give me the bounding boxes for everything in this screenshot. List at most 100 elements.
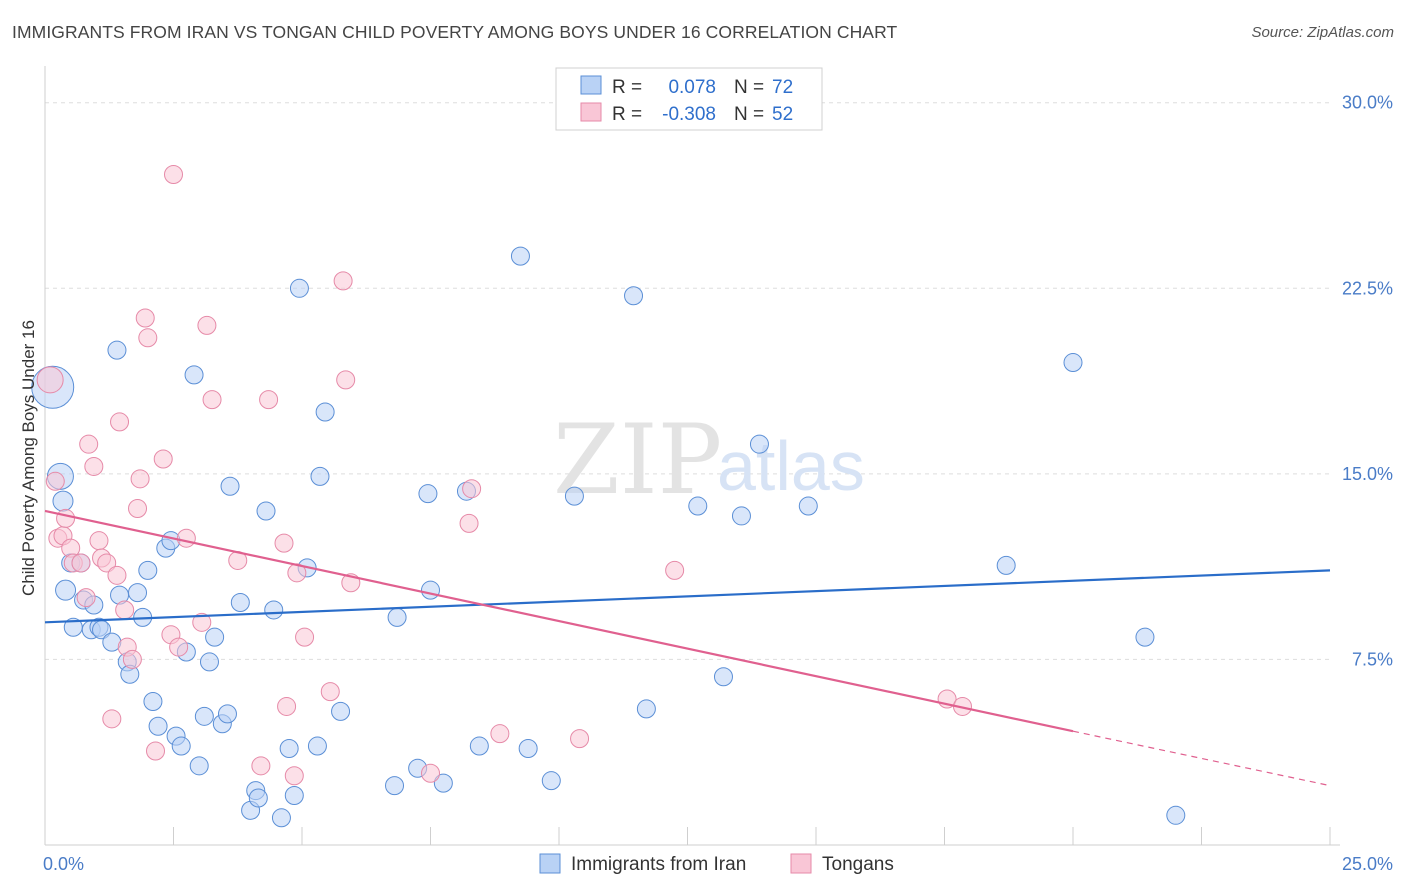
data-point-iran [55,579,77,601]
data-point-iran [230,593,250,613]
data-point-tongan [76,588,96,608]
data-point-tongan [36,366,64,394]
data-point-tongan [138,328,158,348]
data-point-tongan [71,553,91,573]
data-point-iran [220,476,240,496]
data-point-tongan [89,531,109,551]
data-point-tongan [197,315,217,335]
bottom-legend-swatch-tongan [790,853,812,874]
data-point-iran [624,286,644,306]
correlation-legend: R = 0.078 N = 72 R = -0.308 N = 52 [555,67,823,131]
data-point-iran [518,739,538,759]
bottom-legend-label-iran: Immigrants from Iran [571,854,746,875]
data-point-tongan [274,533,294,553]
data-point-iran [315,402,335,422]
data-point-iran [128,583,148,603]
y-tick-label: 7.5% [1352,649,1393,669]
y-tick-label: 15.0% [1342,464,1393,484]
data-point-iran [148,716,168,736]
data-point-tongan [320,682,340,702]
axes [44,66,1340,846]
bottom-legend-label-tongan: Tongans [822,854,894,875]
legend-n-value-2: 52 [772,104,793,125]
data-point-tongan [251,756,271,776]
data-point-iran [1135,627,1155,647]
x-tick-label: 0.0% [43,854,84,874]
x-tick-labels: 0.0% 25.0% [43,854,1393,874]
data-point-iran [310,466,330,486]
data-point-iran [205,627,225,647]
data-point-tongan [97,553,117,573]
legend-n-value-1: 72 [772,77,793,98]
data-point-tongan [459,513,479,533]
data-point-tongan [421,763,440,783]
data-point-iran [385,776,405,796]
source-label: Source: ZipAtlas.com [1251,24,1394,41]
y-tick-labels: 7.5% 15.0% 22.5% 30.0% [1342,93,1393,670]
data-point-iran [284,786,304,806]
trend-line-tongan [44,509,1074,733]
legend-swatch-iran [580,75,602,95]
data-point-iran [1166,805,1186,825]
data-point-iran [1063,353,1083,373]
data-point-iran [52,490,74,512]
data-point-iran [189,756,209,776]
chart-title: IMMIGRANTS FROM IRAN VS TONGAN CHILD POV… [12,22,898,42]
series-legend: Immigrants from Iran Tongans [539,853,894,875]
data-point-tongan [570,729,590,749]
data-point-tongan [115,600,135,620]
data-point-tongan [164,164,183,184]
data-point-iran [421,580,440,600]
data-point-tongan [277,696,297,716]
data-point-iran [171,736,191,756]
data-point-tongan [295,627,315,647]
data-point-iran [143,691,163,711]
trend-line-iran [44,569,1331,624]
data-point-tongan [169,637,189,657]
data-point-tongan [135,308,155,328]
data-point-tongan [107,565,127,585]
data-point-tongan [84,456,104,476]
data-point-tongan [333,271,353,291]
data-point-iran [289,278,309,298]
data-point-tongan [192,612,212,632]
data-point-iran [387,607,407,627]
data-point-tongan [79,434,99,454]
data-point-tongan [45,471,65,491]
legend-r-value-1: 0.078 [668,77,716,98]
data-point-tongan [336,370,356,390]
legend-n-label-1: N = [734,77,764,98]
data-point-tongan [146,741,166,761]
legend-r-label-1: R = [612,77,642,98]
data-point-iran [264,600,284,620]
data-point-tongan [56,508,76,528]
data-point-iran [248,788,268,808]
data-point-tongan [490,724,510,744]
grid-lines [45,102,1330,660]
data-point-tongan [259,390,279,410]
data-point-iran [749,434,769,454]
data-point-iran [271,808,291,828]
y-tick-label: 22.5% [1342,278,1393,298]
data-point-tongan [130,469,150,489]
data-point-tongan [110,412,130,432]
data-point-tongan [462,479,482,499]
y-axis-title: Child Poverty Among Boys Under 16 [19,320,38,596]
data-point-iran [331,701,351,721]
legend-n-label-2: N = [734,104,764,125]
x-tick-label: 25.0% [1342,854,1393,874]
data-point-iran [688,496,708,516]
data-point-iran [433,773,453,793]
data-point-iran [996,555,1016,575]
data-point-tongan [665,560,685,580]
data-point-tongan [122,649,142,669]
data-point-iran [541,771,561,791]
data-point-tongan [202,390,222,410]
data-point-iran [199,652,219,672]
y-tick-label: 30.0% [1342,93,1393,113]
trend-line-tongan-extrapolated [1072,730,1331,787]
data-point-iran [510,246,530,266]
watermark-atlas: atlas [717,427,865,505]
trend-lines [44,509,1331,787]
